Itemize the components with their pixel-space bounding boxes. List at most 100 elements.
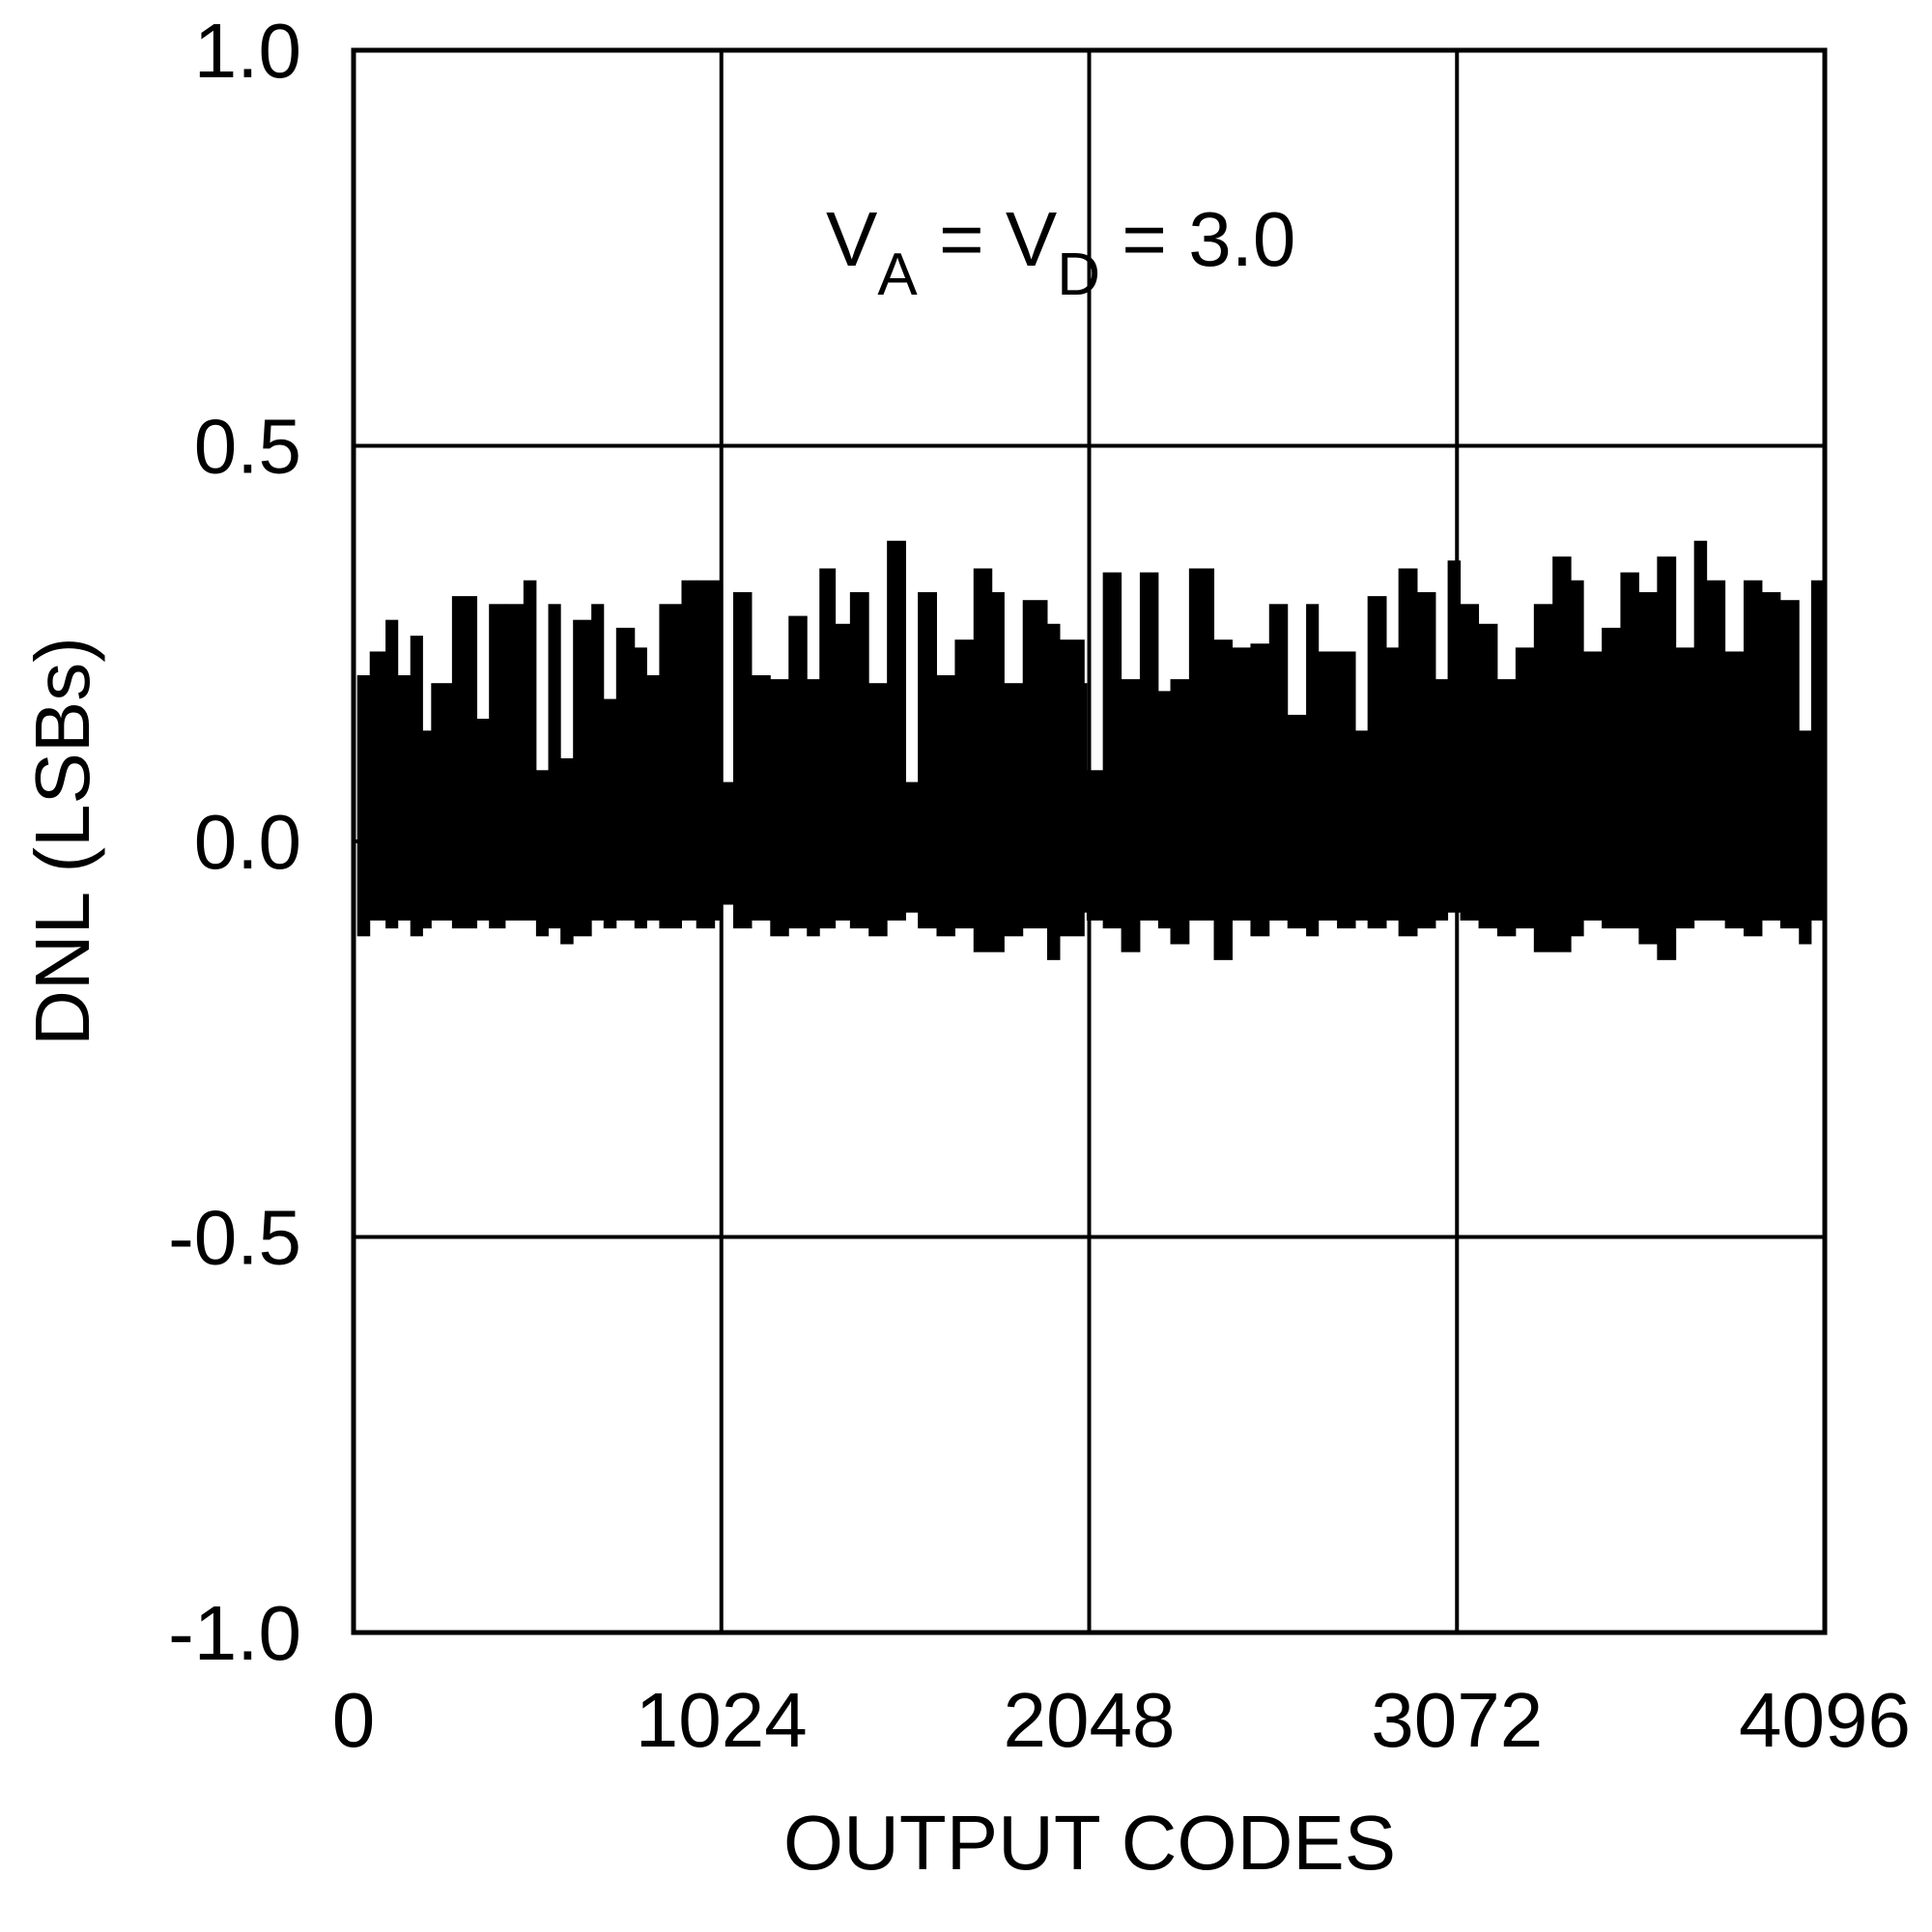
- dnl-bar: [451, 596, 466, 841]
- x-tick-label: 4096: [1739, 1677, 1911, 1763]
- dnl-bar: [1337, 651, 1356, 841]
- dnl-bar: [1743, 580, 1763, 841]
- dnl-bar: [788, 615, 808, 841]
- dnl-bar: [1102, 572, 1122, 841]
- dnl-bar: [1552, 556, 1572, 841]
- dnl-bar: [936, 675, 955, 841]
- dnl-bar: [1188, 841, 1215, 921]
- dnl-bar: [1657, 556, 1677, 841]
- dnl-bar: [918, 592, 937, 841]
- dnl-bar: [422, 841, 432, 929]
- dnl-bar: [659, 841, 682, 929]
- dnl-bar: [1004, 683, 1024, 841]
- dnl-bar: [1170, 841, 1190, 945]
- x-tick-label: 1024: [636, 1677, 808, 1763]
- dnl-bar: [1046, 623, 1061, 841]
- dnl-bar: [918, 841, 937, 929]
- dnl-bar: [431, 841, 453, 921]
- plot-frame: [351, 47, 1828, 1635]
- dnl-bar: [1250, 841, 1270, 937]
- dnl-bar: [476, 719, 490, 841]
- dnl-bar: [1355, 841, 1369, 921]
- dnl-bar: [681, 580, 697, 841]
- dnl-bar: [1367, 596, 1387, 841]
- annotation-part: = V: [918, 196, 1058, 282]
- dnl-bar: [1268, 841, 1289, 921]
- annotation-part: V: [826, 196, 878, 282]
- dnl-bar: [1583, 651, 1603, 841]
- dnl-bar: [1761, 592, 1781, 841]
- dnl-bar: [548, 841, 561, 929]
- dnl-bar: [1620, 572, 1639, 841]
- dnl-bar: [1638, 592, 1658, 841]
- dnl-bar: [464, 596, 478, 841]
- dnl-bar: [646, 841, 660, 921]
- dnl-bar: [646, 675, 660, 841]
- dnl-bar: [369, 841, 386, 921]
- dnl-bar: [868, 683, 888, 841]
- dnl-bar: [659, 604, 682, 841]
- y-tick-label: 1.0: [194, 8, 301, 94]
- dnl-bar: [476, 841, 490, 921]
- dnl-bar: [721, 781, 734, 841]
- dnl-bar: [733, 841, 753, 929]
- dnl-bar: [1318, 841, 1338, 921]
- annotation-sub: A: [877, 242, 918, 308]
- dnl-bar: [1533, 841, 1553, 952]
- dnl-bar: [1810, 580, 1825, 841]
- dnl-bar: [591, 841, 605, 921]
- dnl-bar: [696, 580, 716, 841]
- dnl-bar: [1496, 841, 1517, 937]
- dnl-bar: [1799, 841, 1812, 945]
- dnl-bar: [1398, 841, 1418, 937]
- dnl-bar: [819, 568, 837, 841]
- dnl-bar: [1060, 841, 1085, 937]
- dnl-bar: [1386, 841, 1400, 921]
- dnl-bar: [1318, 651, 1338, 841]
- dnl-bar: [1693, 841, 1708, 921]
- dnl-bar: [1724, 841, 1745, 929]
- dnl-bar: [591, 604, 605, 841]
- dnl-bar: [410, 841, 423, 937]
- dnl-bar: [1460, 604, 1480, 841]
- dnl-bar: [615, 627, 636, 841]
- dnl-bar: [1657, 841, 1677, 960]
- y-axis-title: DNL (LSBs): [19, 637, 105, 1046]
- dnl-bar: [1386, 647, 1400, 841]
- dnl-bar: [548, 604, 561, 841]
- dnl-bar: [1157, 691, 1172, 841]
- dnl-bar: [788, 841, 808, 929]
- dnl-bar: [1102, 841, 1122, 929]
- dnl-bar: [615, 841, 636, 921]
- dnl-bar: [807, 679, 820, 841]
- dnl-bar: [1232, 647, 1251, 841]
- dnl-bar: [819, 841, 837, 929]
- dnl-bar: [1799, 730, 1812, 841]
- dnl-bar: [1602, 627, 1621, 841]
- dnl-bar: [634, 647, 647, 841]
- dnl-bar: [991, 592, 1005, 841]
- dnl-bar: [1139, 572, 1159, 841]
- dnl-bar: [1675, 841, 1695, 929]
- dnl-bar: [560, 758, 574, 841]
- dnl-bar: [1761, 841, 1781, 921]
- dnl-bar: [535, 841, 550, 937]
- dnl-bar: [1250, 643, 1270, 841]
- dnl-bar: [1533, 604, 1553, 841]
- dnl-bar: [1188, 568, 1215, 841]
- dnl-bar: [504, 604, 525, 841]
- dnl-bar: [1435, 679, 1449, 841]
- y-tick-label: 0.5: [194, 404, 301, 490]
- dnl-bar: [1638, 841, 1658, 945]
- dnl-bar: [1084, 841, 1088, 913]
- dnl-bar: [1515, 647, 1535, 841]
- dnl-bar: [868, 841, 888, 937]
- dnl-bar: [1706, 580, 1726, 841]
- dnl-bar: [385, 841, 399, 929]
- dnl-bar: [1022, 600, 1048, 841]
- dnl-bar: [1046, 841, 1061, 960]
- dnl-bar: [634, 841, 647, 929]
- dnl-bar: [523, 580, 537, 841]
- dnl-bar: [714, 841, 722, 921]
